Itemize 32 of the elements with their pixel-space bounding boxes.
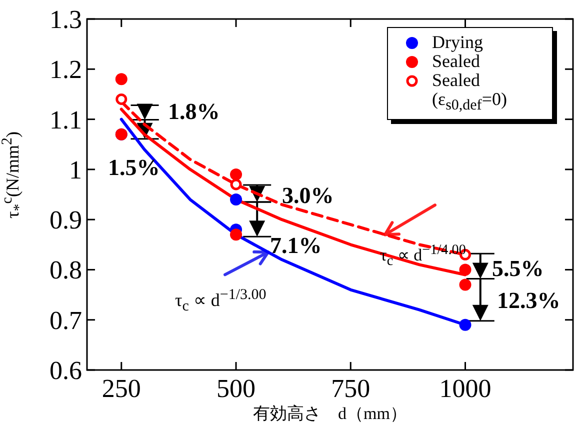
y-tick-label: 0.8 — [50, 256, 82, 285]
y-tick-label: 0.6 — [50, 356, 82, 385]
annotation: 1.8% — [168, 99, 220, 124]
point — [230, 178, 242, 190]
y-tick-label: 1 — [69, 155, 82, 184]
point — [230, 168, 242, 180]
y-tick-label: 1.3 — [50, 5, 82, 34]
legend-label: Sealed — [432, 50, 480, 71]
y-tick-label: 0.7 — [50, 306, 82, 335]
annotation: 12.3% — [497, 288, 560, 313]
annotation: 1.5% — [108, 155, 160, 180]
legend-label: Sealed (ε$_{s0,def}$=0) — [432, 70, 508, 114]
legend-label: Drying — [432, 32, 483, 52]
annotation: τ$_{c}$ ∝ d$^{−1/3.00}$ — [175, 287, 266, 315]
x-axis-title: 有効高さ d（mm） — [253, 404, 407, 423]
y-tick-label: 1.1 — [50, 105, 82, 134]
point — [230, 194, 242, 206]
x-tick-label: 750 — [331, 374, 370, 403]
x-tick-label: 250 — [102, 374, 141, 403]
point — [230, 228, 242, 241]
point — [115, 73, 128, 86]
annotation: 5.5% — [492, 256, 544, 281]
x-tick-label: 500 — [216, 374, 256, 403]
y-tick-label: 0.9 — [50, 206, 82, 235]
point — [459, 318, 472, 331]
point — [116, 93, 128, 105]
x-tick-label: 1000 — [439, 374, 492, 403]
y-tick-label: 1.2 — [50, 55, 82, 84]
point — [459, 264, 472, 276]
point — [459, 278, 472, 291]
annotation: 7.1% — [270, 233, 322, 258]
annotation: 3.0% — [282, 183, 334, 208]
